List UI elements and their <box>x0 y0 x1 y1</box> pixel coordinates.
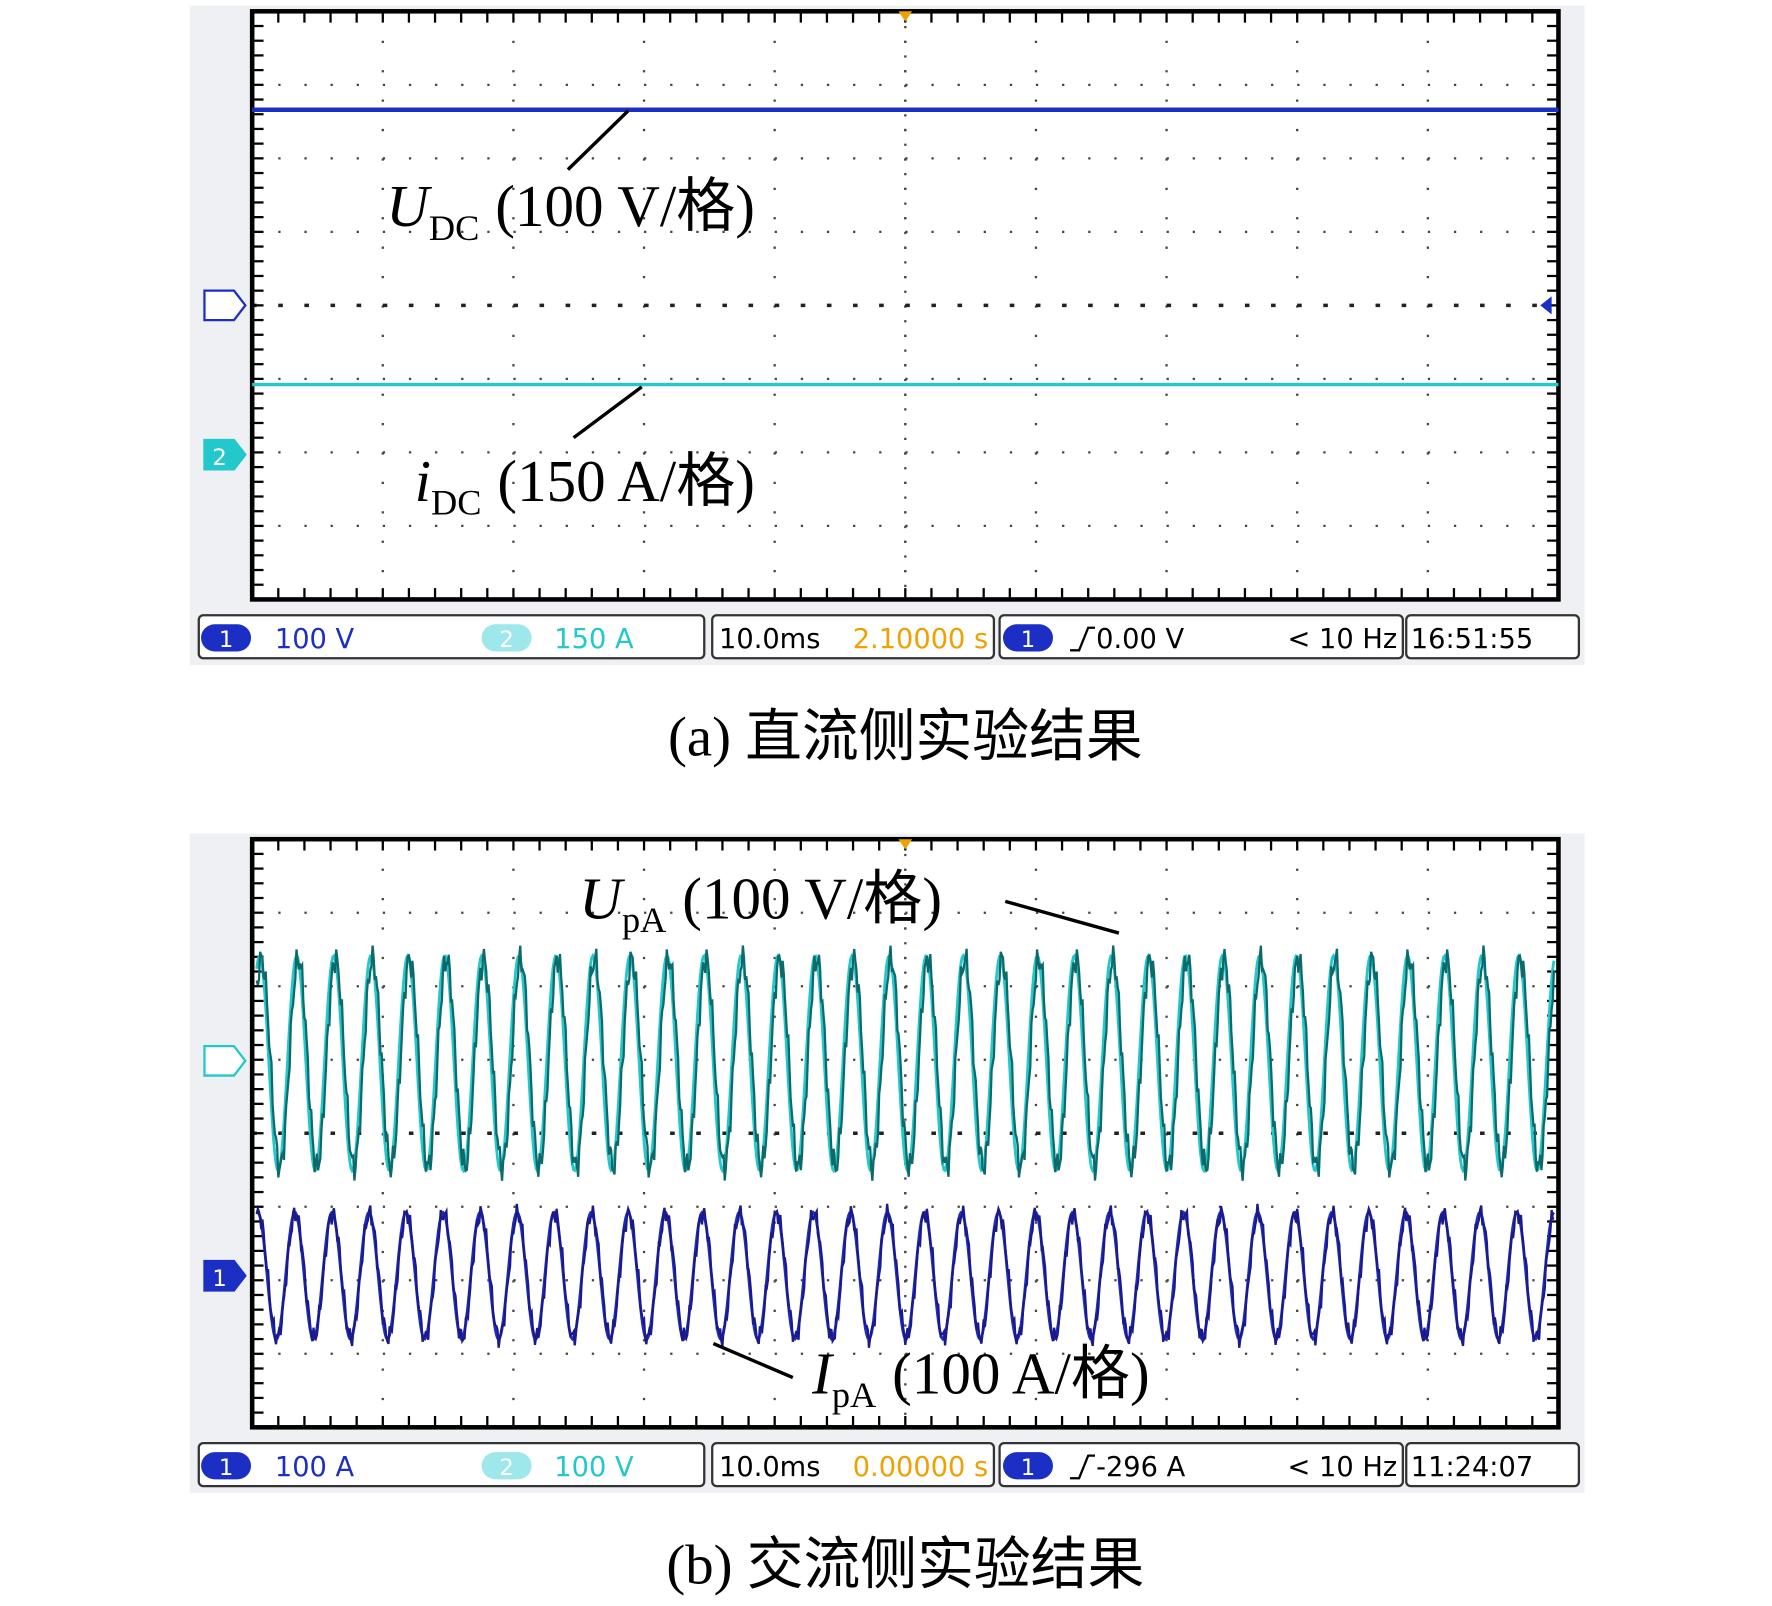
subscript: pA <box>622 900 666 940</box>
status-text: 100 A <box>275 1452 355 1483</box>
status-box <box>711 614 996 660</box>
badge-label: 1 <box>219 1455 233 1481</box>
subscript: pA <box>832 1375 876 1415</box>
channel-marker <box>203 1259 247 1292</box>
badge-label: 2 <box>499 1455 513 1481</box>
channel-marker <box>203 289 247 322</box>
waveform <box>255 1203 1555 1348</box>
status-box <box>1405 1442 1581 1488</box>
marker-label: 2 <box>212 1051 226 1077</box>
scale: (100 A/格) <box>892 1340 1150 1406</box>
annotation: UDC (100 V/格) <box>386 173 755 247</box>
pointer <box>712 1342 794 1380</box>
symbol: U <box>579 865 625 931</box>
trigger-slope <box>1070 626 1096 652</box>
caption: (b) 交流侧实验结果 <box>666 1534 1144 1596</box>
channel-badge <box>1002 624 1053 652</box>
trigger-slope <box>1070 1454 1096 1480</box>
badge-label: 2 <box>499 627 513 653</box>
status-box <box>998 1442 1404 1488</box>
status-text: 0.00 V <box>1096 624 1184 655</box>
scope-layer: 1 2 1 100 V 150 A 10.0ms 2.10000 s 0.00 V < 10 H… <box>189 5 1585 1493</box>
status-text: 10.0ms <box>719 1452 820 1483</box>
marker-label: 2 <box>212 445 226 471</box>
scale: (100 V/格) <box>495 173 755 239</box>
status-text: 2.10000 s <box>853 624 989 655</box>
status-text: -296 A <box>1096 1452 1186 1483</box>
pointer <box>572 385 643 440</box>
status-text: 16:51:55 <box>1411 624 1533 655</box>
symbol: U <box>386 173 432 239</box>
channel-badge <box>481 1452 532 1480</box>
badge-label: 1 <box>1021 627 1035 653</box>
pointer <box>566 109 630 171</box>
badge-label: 1 <box>219 627 233 653</box>
caption: (a) 直流侧实验结果 <box>668 707 1143 769</box>
subscript: DC <box>429 208 479 248</box>
channel-marker <box>203 1045 247 1077</box>
channel-marker <box>203 438 247 471</box>
channel-badge <box>201 624 252 652</box>
annotation: UpA (100 V/格) <box>579 865 942 939</box>
trigger-pointer <box>898 11 913 22</box>
status-box <box>1405 614 1581 660</box>
pointer <box>1004 899 1120 935</box>
status-text: 100 V <box>554 1452 634 1483</box>
channel-badge <box>201 1452 252 1480</box>
status-text: < 10 Hz <box>1288 1452 1398 1483</box>
badge-label: 1 <box>1021 1455 1035 1481</box>
status-box <box>197 614 706 660</box>
status-text: 11:24:07 <box>1411 1452 1533 1483</box>
symbol: I <box>811 1340 834 1406</box>
waveform <box>255 945 1556 1181</box>
status-box <box>998 614 1404 660</box>
scale: (100 V/格) <box>682 865 942 931</box>
status-text: 10.0ms <box>719 624 820 655</box>
level-arrow <box>1540 296 1552 315</box>
annotation: IpA (100 A/格) <box>811 1340 1150 1414</box>
status-text: 0.00000 s <box>853 1452 989 1483</box>
channel-badge <box>1002 1452 1053 1480</box>
scale: (150 A/格) <box>497 448 755 514</box>
trigger-pointer <box>898 839 913 850</box>
marker-label: 1 <box>212 1266 226 1292</box>
status-box <box>197 1442 706 1488</box>
subscript: DC <box>431 483 481 523</box>
marker-label: 1 <box>212 296 226 322</box>
status-text: 150 A <box>554 624 634 655</box>
symbol: i <box>415 448 431 514</box>
status-text: < 10 Hz <box>1288 624 1398 655</box>
status-box <box>711 1442 996 1488</box>
channel-badge <box>481 624 532 652</box>
annotation: iDC (150 A/格) <box>415 448 755 522</box>
status-text: 100 V <box>275 624 355 655</box>
